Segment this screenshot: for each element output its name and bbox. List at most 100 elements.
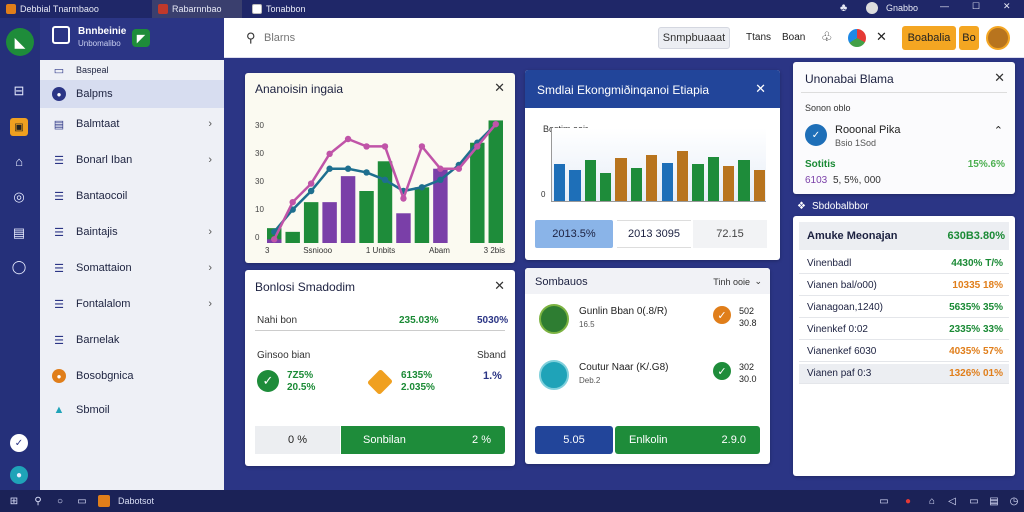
tab-2[interactable]: Rabarnnbao <box>152 0 242 18</box>
search-button[interactable]: Snmpbuaaat <box>658 27 730 49</box>
close-icon[interactable]: ✕ <box>494 80 505 95</box>
shield-icon[interactable]: ◯ <box>11 259 27 274</box>
sidebar-item-fontalalom[interactable]: ☰ Fontalalom › <box>40 290 224 318</box>
header-link[interactable]: Ttans <box>746 32 772 43</box>
sidebar-item-somattaion[interactable]: ☰ Somattaion › <box>40 254 224 282</box>
primary-button[interactable]: Boabalia <box>902 26 956 50</box>
item-subtitle: Bsio 1Sod <box>835 138 877 148</box>
row-value: 4035% 57% <box>949 346 1003 357</box>
close-icon[interactable]: ✕ <box>876 29 887 44</box>
table-row[interactable]: Vianenkef 6030 4035% 57% <box>799 342 1009 362</box>
secondary-button[interactable]: Bo <box>959 26 979 50</box>
table-row[interactable]: Vinenkef 0:02 2335% 33% <box>799 320 1009 340</box>
app-icon[interactable] <box>98 495 110 507</box>
windows-start-icon[interactable]: ⊞ <box>9 495 19 507</box>
table-row[interactable]: Vianen paf 0:3 1326% 01% <box>799 364 1009 384</box>
sidebar-item-label: Barnelak <box>76 334 120 346</box>
chevron-down-icon[interactable]: ⌄ <box>754 276 762 286</box>
search-input[interactable] <box>264 28 464 48</box>
divider <box>255 330 505 331</box>
notification-icon[interactable]: ▤ <box>989 495 999 507</box>
tab-3[interactable]: Tonabbon <box>246 0 326 18</box>
sidebar-item-barnelak[interactable]: ☰ Barnelak <box>40 326 224 354</box>
clock-icon[interactable]: ◷ <box>1009 495 1019 507</box>
shield-icon[interactable]: ● <box>904 495 912 507</box>
battery-icon[interactable]: ▭ <box>969 495 979 507</box>
sidebar-item-balpms[interactable]: ● Balpms <box>40 80 224 108</box>
folder-icon[interactable]: ▣ <box>10 118 28 136</box>
chat-icon[interactable]: ● <box>10 466 28 484</box>
avatar-icon[interactable] <box>866 2 878 14</box>
minimize-icon[interactable]: — <box>940 1 949 11</box>
sidebar-item-bosobgnica[interactable]: ● Bosobgnica <box>40 362 224 390</box>
globe-icon[interactable]: ◎ <box>13 189 25 204</box>
bird-icon[interactable]: ✓ <box>10 434 28 452</box>
card-header <box>525 268 770 294</box>
x-tick: Ssniooo <box>303 246 333 255</box>
row-value: 1326% 01% <box>949 368 1003 379</box>
action-button[interactable]: Enlkolin 2.9.0 <box>615 426 760 454</box>
check-icon: ✓ <box>257 370 279 392</box>
table-row[interactable]: Vianen bal/o00) 10335 18% <box>799 276 1009 296</box>
close-icon[interactable]: ✕ <box>994 70 1005 85</box>
widgets-icon[interactable]: ▭ <box>77 495 87 507</box>
bell-icon[interactable]: ♧ <box>821 29 833 44</box>
chevron-up-icon[interactable]: ⌃ <box>993 125 1003 137</box>
close-window-icon[interactable]: ✕ <box>1003 1 1011 11</box>
maximize-icon[interactable]: ☐ <box>972 1 981 11</box>
taskbar-app-label[interactable]: Dabotsot <box>118 496 155 506</box>
button-label: Sonbilan <box>363 434 406 446</box>
buildings-icon[interactable]: ⌂ <box>15 153 23 169</box>
document-icon[interactable]: ▤ <box>12 225 26 240</box>
search-icon[interactable]: ⚲ <box>34 495 42 507</box>
avatar[interactable] <box>986 26 1010 50</box>
list-icon: ☰ <box>54 226 64 239</box>
list-item[interactable]: Coutur Naar (K/.G8) Deb.2 ✓ 302 30.0 <box>525 352 770 404</box>
list-item[interactable]: Gunlin Bban 0(.8/R) 16.5 ✓ 502 30.8 <box>525 298 770 350</box>
stat-chip[interactable]: 2013.5% <box>535 220 613 248</box>
button-value: 2.9.0 <box>721 434 746 446</box>
tab-1[interactable]: Debbial Tnarmbaoo <box>0 0 150 18</box>
chart-point <box>418 184 426 191</box>
close-icon[interactable]: ✕ <box>755 81 766 96</box>
bell-icon[interactable]: ♣ <box>840 2 848 14</box>
sidebar-section: ▭ Baspeal <box>40 60 224 80</box>
row-value: 5030% <box>477 315 509 326</box>
app-logo-icon[interactable]: ◣ <box>6 28 34 56</box>
task-view-icon[interactable]: ○ <box>56 495 64 507</box>
stat-button[interactable]: 5.05 <box>535 426 613 454</box>
list-icon: ☰ <box>54 262 64 275</box>
action-button[interactable]: Sonbilan 2 % <box>341 426 505 454</box>
sidebar-item-sbmoil[interactable]: ▲ Sbmoil <box>40 396 224 424</box>
row-label: Vianen paf 0:3 <box>807 368 872 379</box>
chart-bar <box>630 167 643 201</box>
table-row[interactable]: Vinenbadl 4430% T/% <box>799 254 1009 274</box>
volume-icon[interactable]: ◁ <box>948 495 956 507</box>
sidebar-item-bantaocoil[interactable]: ☰ Bantaocoil <box>40 182 224 210</box>
check-icon: ✓ <box>805 124 827 146</box>
chart-point <box>289 198 296 206</box>
y-tick: 0 <box>255 233 260 242</box>
sidebar-item-baintajis[interactable]: ☰ Baintajis › <box>40 218 224 246</box>
section-icon: ▭ <box>53 64 65 77</box>
chart-bar <box>377 161 393 243</box>
network-icon[interactable]: ⌂ <box>928 495 936 507</box>
table-row[interactable]: Vianagoan,1240) 5635% 35% <box>799 298 1009 318</box>
filter-label[interactable]: Tinh ooie <box>713 277 750 287</box>
browser-logo-icon[interactable] <box>846 27 868 49</box>
sidebar-item-bonarl[interactable]: ☰ Bonarl Iban › <box>40 146 224 174</box>
sidebar-header: Bnnbeinie Unbomalibo ◤ <box>40 18 224 60</box>
card-title: Sombauos <box>535 276 588 288</box>
close-icon[interactable]: ✕ <box>494 278 505 293</box>
sidebar-item-balmtaat[interactable]: ▤ Balmtaat › <box>40 110 224 138</box>
display-icon[interactable]: ▭ <box>879 495 889 507</box>
car-icon[interactable]: ⊟ <box>13 83 25 98</box>
button-value: 2 % <box>472 434 491 446</box>
chart-point <box>437 176 444 184</box>
header-link[interactable]: Boan <box>782 32 806 43</box>
chart-bar <box>753 169 765 201</box>
chart-bar <box>359 191 374 243</box>
card-header <box>525 70 780 108</box>
chart-logo-icon[interactable]: ◤ <box>132 29 150 47</box>
card-title: Smdlai Ekongmiðinqanoi Etiapia <box>537 83 710 97</box>
